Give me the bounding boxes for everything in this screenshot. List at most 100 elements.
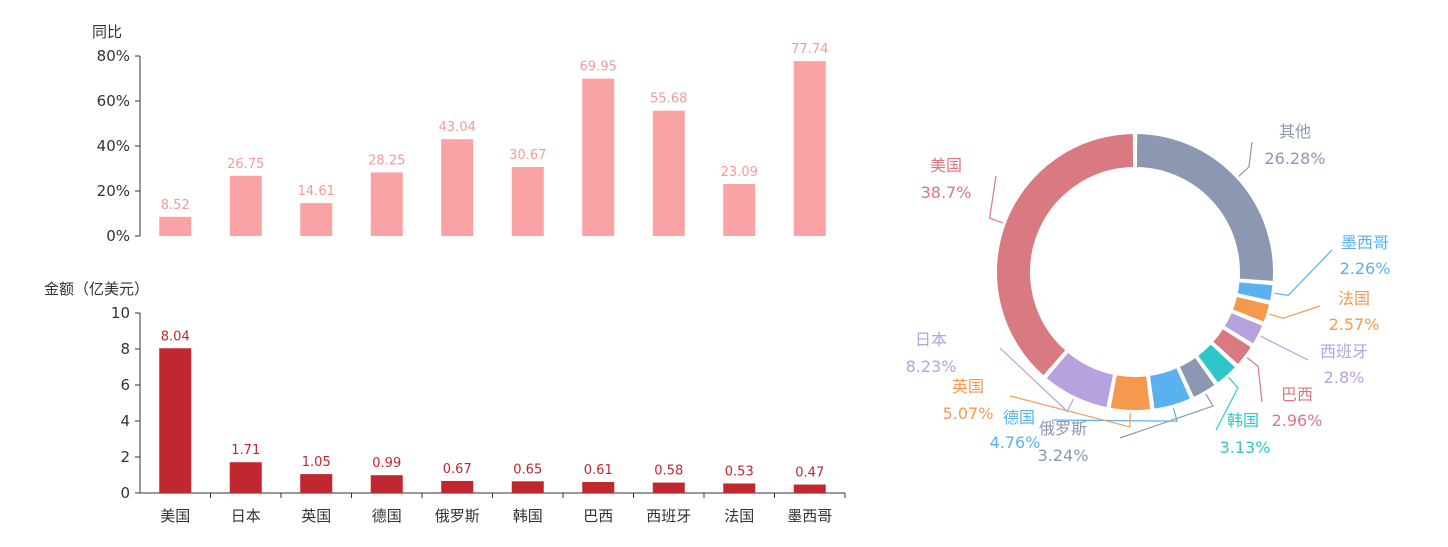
bottom-chart-bar-label: 1.71 [231, 443, 260, 458]
donut-slice-percent: 3.24% [1038, 446, 1089, 465]
donut-slice [1134, 131, 1275, 284]
top-chart-bar [723, 184, 756, 236]
top-chart-bar [441, 139, 474, 236]
bottom-chart-category-label: 日本 [231, 507, 261, 525]
top-bar-chart: 0% 20% 40% 60% 80% 8.52 26.75 14.61 28.25 43.04 30… [97, 42, 829, 245]
bottom-chart-bar [582, 482, 615, 493]
bottom-chart-bar [793, 484, 826, 493]
donut-leader-line [1119, 393, 1214, 439]
donut-slice [1147, 365, 1193, 411]
bottom-chart-category-label: 美国 [160, 507, 190, 525]
bottom-chart-bar-label: 0.99 [372, 456, 401, 471]
donut-slice-percent: 2.57% [1329, 315, 1380, 334]
bottom-chart-bar-label: 0.58 [654, 464, 683, 479]
top-chart-bar [159, 216, 192, 236]
top-chart-bar-label: 26.75 [227, 157, 264, 172]
top-chart-y-tick-label: 0% [106, 227, 130, 245]
bottom-chart-bar [723, 483, 756, 493]
bottom-chart-category-label: 法国 [724, 507, 754, 525]
bottom-chart-y-tick-label: 4 [120, 412, 130, 430]
donut-leader-line [999, 347, 1075, 413]
donut-leader-line [1215, 376, 1239, 431]
top-chart-bar-label: 43.04 [439, 120, 476, 135]
top-chart-bar-label: 55.68 [650, 92, 687, 107]
donut-slice [1235, 280, 1275, 303]
donut-chart: 其他 26.28% 墨西哥 2.26% 法国 2.57% 西班牙 2.8% 巴西 2.96% 韩国 3… [906, 122, 1391, 465]
top-chart-bar [511, 166, 544, 236]
bottom-chart-bar [441, 480, 474, 493]
bottom-chart-bar [652, 482, 685, 493]
donut-slice-name: 俄罗斯 [1039, 419, 1087, 438]
top-chart-y-tick-label: 40% [97, 137, 130, 155]
bottom-chart-category-label: 巴西 [583, 507, 613, 525]
donut-slice-name: 日本 [915, 330, 947, 349]
donut-leader-line [1238, 141, 1253, 177]
top-chart-bar-label: 30.67 [509, 148, 546, 163]
donut-leader-line [1269, 305, 1321, 319]
bottom-chart-y-tick-label: 2 [120, 448, 130, 466]
top-chart-bar-label: 8.52 [161, 198, 190, 213]
donut-slice-percent: 2.96% [1272, 411, 1323, 430]
donut-leader-line [988, 175, 1004, 224]
donut-slice-percent: 8.23% [906, 357, 957, 376]
donut-slice [1230, 294, 1272, 325]
bottom-chart-bar-label: 1.05 [302, 455, 331, 470]
donut-slice [1108, 373, 1153, 412]
top-chart-bar [793, 61, 826, 237]
donut-leader-line [1009, 395, 1131, 428]
top-chart-bar-label: 28.25 [368, 153, 405, 168]
bottom-chart-bar [300, 474, 333, 493]
bottom-chart-bar-label: 8.04 [161, 329, 190, 344]
top-chart-bar-label: 14.61 [298, 184, 335, 199]
bottom-chart-y-tick-label: 10 [111, 304, 130, 322]
bottom-chart-ylabel: 金额（亿美元） [44, 280, 149, 298]
bottom-chart-y-tick-label: 0 [120, 484, 130, 502]
donut-slice [995, 131, 1136, 379]
top-chart-bar-label: 23.09 [721, 165, 758, 180]
donut-slice-name: 英国 [952, 377, 984, 396]
donut-slice-name: 德国 [1003, 408, 1035, 427]
top-chart-bar-label: 69.95 [580, 60, 617, 75]
bottom-chart-category-label: 西班牙 [646, 507, 691, 525]
bottom-chart-bar-label: 0.61 [584, 463, 613, 478]
top-chart-bar [229, 175, 262, 236]
bottom-chart-y-tick-label: 6 [120, 376, 130, 394]
bottom-chart-bar-label: 0.53 [725, 464, 754, 479]
donut-slice-percent: 26.28% [1264, 149, 1325, 168]
donut-slice-name: 美国 [930, 156, 962, 175]
bottom-chart-bar-label: 0.47 [795, 466, 824, 481]
bottom-chart-category-label: 韩国 [513, 507, 543, 525]
top-chart-bar [370, 172, 403, 236]
top-chart-y-tick-label: 20% [97, 182, 130, 200]
donut-leader-line [1246, 357, 1263, 403]
bottom-chart-category-label: 英国 [301, 507, 331, 525]
bottom-chart-y-tick-label: 8 [120, 340, 130, 358]
donut-slice-percent: 3.13% [1220, 438, 1271, 457]
bottom-chart-category-label: 俄罗斯 [435, 507, 480, 525]
bottom-chart-category-label: 德国 [372, 507, 402, 525]
donut-slice [1177, 355, 1218, 400]
top-chart-y-tick-label: 80% [97, 47, 130, 65]
bottom-chart-bar [511, 481, 544, 493]
bottom-chart-bar-label: 0.67 [443, 462, 472, 477]
donut-slice-percent: 2.8% [1324, 368, 1365, 387]
top-chart-bar-label: 77.74 [791, 42, 828, 57]
donut-slice [1222, 310, 1265, 347]
donut-leader-line [1260, 335, 1309, 361]
donut-leader-line [1274, 249, 1333, 297]
top-chart-bar [652, 110, 685, 236]
donut-slice-percent: 4.76% [990, 433, 1041, 452]
bottom-chart-bar [159, 348, 192, 493]
bottom-chart-bar [229, 462, 262, 493]
donut-slice-percent: 5.07% [943, 404, 994, 423]
top-chart-y-tick-label: 60% [97, 92, 130, 110]
donut-slice-percent: 38.7% [921, 183, 972, 202]
donut-slice-name: 韩国 [1227, 411, 1259, 430]
donut-slice [1195, 341, 1238, 386]
bottom-chart-bar [370, 475, 403, 493]
donut-slice-name: 其他 [1279, 122, 1311, 141]
donut-slice-name: 墨西哥 [1341, 233, 1389, 252]
bottom-chart-category-label: 墨西哥 [787, 507, 832, 525]
top-chart-ylabel: 同比 [92, 23, 122, 41]
